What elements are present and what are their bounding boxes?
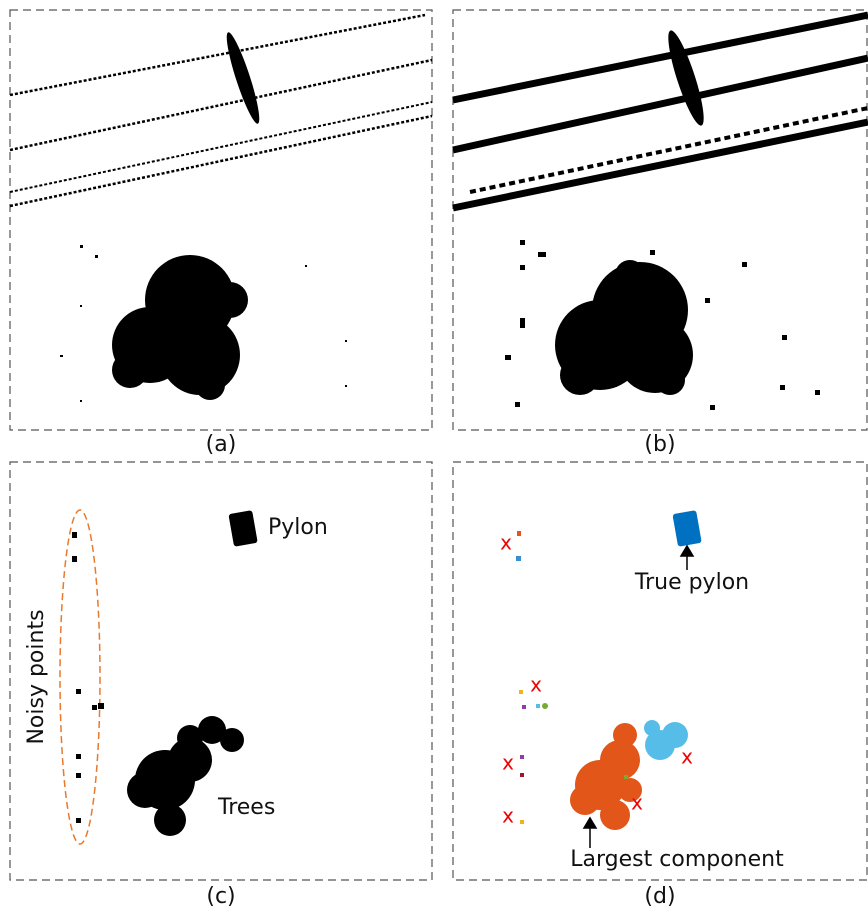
noise-ellipse [60,510,100,844]
noise-label: Noisy points [24,609,49,744]
reject-mark: x [502,751,514,775]
pylon-label: True pylon [634,570,749,595]
reject-mark: x [502,804,514,828]
noise-points [72,532,104,823]
caption: (d) [644,884,675,909]
caption: (b) [644,432,675,457]
tree-points [112,255,248,400]
power-lines [453,15,868,208]
pylon-points [222,30,265,126]
pylon-label: Pylon [268,515,328,540]
reject-mark: x [500,531,512,555]
tree-points [555,260,693,395]
reject-mark: x [530,673,542,697]
pylon-points [672,510,701,547]
caption: (a) [206,432,237,457]
pylon-points [662,28,710,129]
panel-frame [453,462,867,880]
reject-mark: x [681,745,693,769]
largest-label: Largest component [570,847,784,872]
pylon-points [228,510,257,547]
figure: Pylon Trees Noisy points True pylon Larg… [0,0,868,911]
trees-label: Trees [217,795,275,820]
reject-mark: x [631,791,643,815]
caption: (c) [206,884,235,909]
power-lines [10,15,432,206]
